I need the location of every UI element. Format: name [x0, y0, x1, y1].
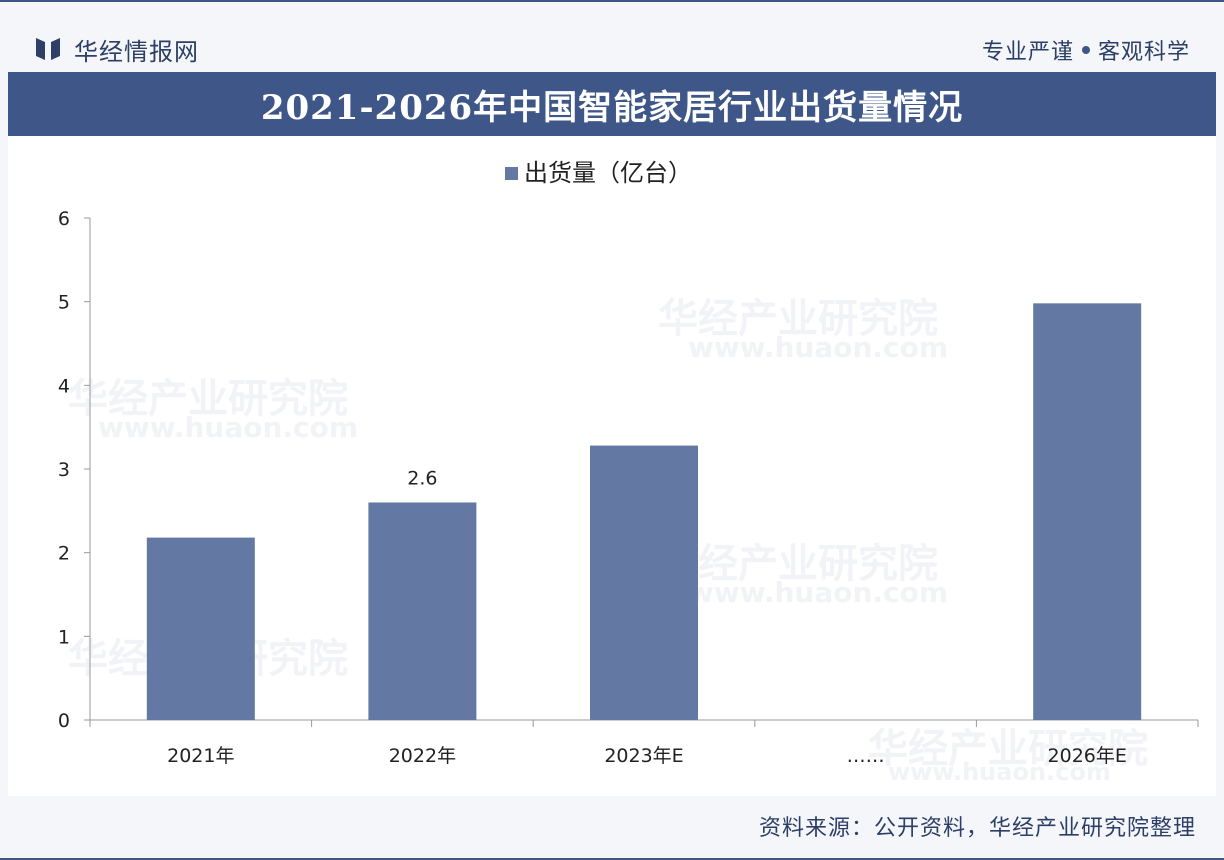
slogan-left: 专业严谨 [981, 40, 1074, 65]
bar [146, 537, 255, 720]
chart-title: 2021-2026年中国智能家居行业出货量情况 [260, 87, 964, 128]
logo-icon [36, 38, 60, 60]
y-tick-label: 2 [58, 543, 70, 565]
y-tick-label: 3 [58, 459, 70, 481]
slogan-dot-icon [1081, 46, 1090, 54]
legend-swatch [505, 167, 518, 180]
x-tick-label: 2022年 [389, 745, 456, 767]
title-bar: 2021-2026年中国智能家居行业出货量情况 [8, 72, 1216, 136]
x-tick-label: …… [847, 745, 885, 767]
bar-chart: 出货量（亿台） 0 1 2 3 4 5 6 2021年 2.6 2022年 2023年E …… 2026年… [58, 159, 1199, 767]
legend-label: 出货量（亿台） [524, 159, 692, 187]
bar [368, 502, 477, 720]
data-label: 2.6 [407, 467, 437, 489]
bar [590, 445, 698, 720]
y-tick-label: 0 [58, 710, 70, 732]
source-note: 资料来源：公开资料，华经产业研究院整理 [758, 816, 1196, 841]
y-tick-label: 5 [58, 292, 70, 314]
plot-area: 华经产业研究院 www.huaon.com 华经产业研究院 www.huaon.… [8, 136, 1216, 796]
y-tick-label: 4 [58, 375, 70, 397]
slogan-right: 客观科学 [1097, 40, 1190, 65]
slogan: 专业严谨 客观科学 [982, 34, 1190, 66]
x-tick-label: 2023年E [604, 745, 683, 767]
bar [1033, 303, 1142, 720]
logo-text: 华经情报网 [74, 38, 199, 66]
x-tick-label: 2021年 [167, 745, 234, 767]
y-tick-label: 1 [58, 626, 70, 648]
y-tick-label: 6 [58, 208, 70, 230]
footer-bar: 资料来源：公开资料，华经产业研究院整理 [0, 798, 1224, 854]
top-bar: 华经情报网 专业严谨 客观科学 [0, 16, 1224, 72]
x-tick-label: 2026年E [1048, 745, 1127, 767]
